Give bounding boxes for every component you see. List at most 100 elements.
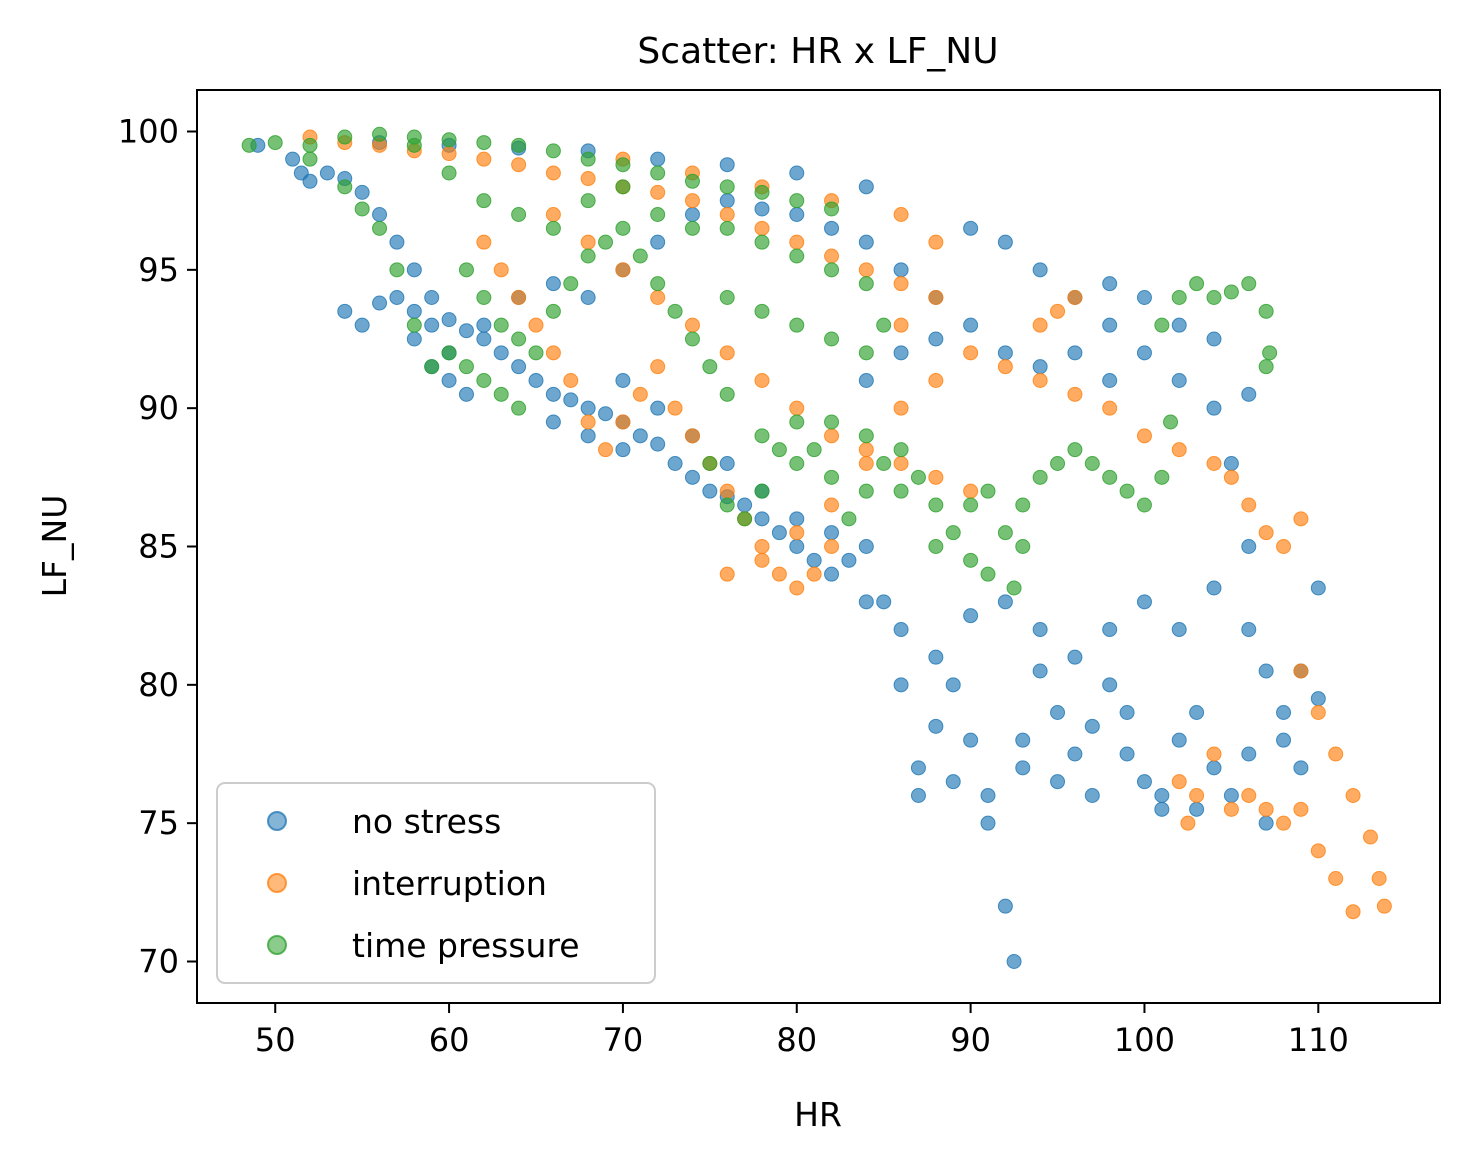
data-point-no-stress-108	[1067, 649, 1083, 665]
data-point-time-pressure-73	[1154, 469, 1170, 485]
data-point-interruption-44	[997, 359, 1013, 375]
data-point-time-pressure-57	[893, 442, 909, 458]
data-point-no-stress-43	[997, 898, 1013, 914]
data-point-time-pressure-48	[737, 511, 753, 527]
data-point-time-pressure-96	[441, 165, 457, 181]
data-point-time-pressure-60	[945, 525, 961, 541]
y-tick-label-75: 75	[138, 804, 179, 842]
y-axis-label: LF_NU	[35, 495, 74, 598]
data-point-no-stress-93	[1241, 386, 1257, 402]
data-point-no-stress-105	[963, 608, 979, 624]
data-point-interruption-28	[632, 386, 648, 402]
data-point-no-stress-138	[1171, 317, 1187, 333]
data-point-time-pressure-7	[476, 135, 492, 151]
data-point-no-stress-123	[650, 400, 666, 416]
data-point-no-stress-34	[841, 552, 857, 568]
data-point-no-stress-152	[1154, 788, 1170, 803]
data-point-no-stress-137	[1136, 290, 1152, 305]
data-point-no-stress-53	[1154, 801, 1170, 817]
data-point-interruption-82	[893, 207, 909, 222]
data-point-no-stress-39	[928, 718, 944, 734]
data-point-time-pressure-47	[719, 497, 735, 513]
data-point-no-stress-48	[1067, 746, 1083, 762]
data-point-no-stress-107	[1032, 622, 1048, 637]
data-point-no-stress-25	[684, 469, 700, 485]
data-point-time-pressure-107	[858, 428, 874, 444]
x-tick-label-80: 80	[776, 1021, 817, 1059]
data-point-time-pressure-53	[824, 469, 840, 485]
data-point-time-pressure-50	[771, 442, 787, 458]
data-point-interruption-101	[928, 290, 944, 305]
data-point-no-stress-30	[771, 525, 787, 541]
y-tick-label-85: 85	[138, 528, 179, 566]
points-layer	[241, 126, 1392, 969]
data-point-interruption-72	[1189, 788, 1205, 803]
data-point-interruption-13	[754, 220, 770, 236]
data-point-interruption-49	[1171, 442, 1187, 458]
data-point-no-stress-94	[858, 373, 874, 388]
data-point-interruption-67	[1276, 815, 1292, 831]
data-point-time-pressure-35	[545, 303, 561, 319]
data-point-no-stress-38	[910, 760, 926, 776]
data-point-no-stress-77	[719, 193, 735, 209]
data-point-interruption-11	[684, 193, 700, 209]
data-point-time-pressure-55	[858, 483, 874, 499]
legend-item-no-stress: no stress	[267, 802, 501, 841]
data-point-no-stress-42	[980, 788, 996, 803]
data-point-no-stress-145	[910, 788, 926, 803]
data-point-no-stress-35	[858, 539, 874, 554]
data-point-time-pressure-74	[1163, 414, 1179, 430]
data-point-interruption-96	[719, 566, 735, 582]
data-point-no-stress-29	[754, 511, 770, 527]
data-point-no-stress-86	[1032, 262, 1048, 278]
data-point-no-stress-132	[406, 331, 422, 347]
data-point-interruption-63	[1345, 904, 1361, 920]
data-point-no-stress-47	[1050, 705, 1066, 720]
data-point-time-pressure-91	[754, 303, 770, 319]
data-point-interruption-87	[684, 317, 700, 333]
data-point-time-pressure-15	[754, 184, 770, 200]
x-tick-label-90: 90	[950, 1021, 991, 1059]
data-point-time-pressure-4	[372, 126, 388, 142]
data-point-time-pressure-54	[841, 511, 857, 527]
data-point-no-stress-13	[476, 331, 492, 347]
data-point-interruption-21	[511, 290, 527, 305]
data-point-no-stress-139	[1206, 331, 1222, 347]
data-point-interruption-45	[1032, 373, 1048, 388]
data-point-time-pressure-93	[824, 331, 840, 347]
data-point-time-pressure-19	[337, 179, 353, 195]
data-point-interruption-90	[789, 400, 805, 416]
data-point-interruption-40	[858, 456, 874, 471]
data-point-no-stress-96	[928, 331, 944, 347]
data-point-time-pressure-81	[1258, 303, 1274, 319]
data-point-time-pressure-3	[337, 129, 353, 145]
data-point-time-pressure-71	[1119, 483, 1135, 499]
data-point-time-pressure-102	[650, 207, 666, 222]
data-point-no-stress-84	[963, 220, 979, 236]
data-point-time-pressure-36	[563, 276, 579, 292]
data-point-time-pressure-16	[789, 193, 805, 209]
data-point-no-stress-62	[1310, 580, 1326, 596]
data-point-no-stress-7	[372, 207, 388, 222]
data-point-no-stress-60	[1276, 705, 1292, 720]
data-point-time-pressure-104	[754, 428, 770, 444]
data-point-interruption-33	[719, 483, 735, 499]
data-point-interruption-36	[771, 566, 787, 582]
data-point-no-stress-128	[824, 525, 840, 541]
data-point-no-stress-99	[1032, 359, 1048, 375]
data-point-interruption-85	[615, 262, 631, 278]
data-point-no-stress-3	[302, 173, 318, 189]
data-point-interruption-69	[1241, 788, 1257, 803]
data-point-time-pressure-40	[632, 248, 648, 264]
data-point-interruption-24	[563, 373, 579, 388]
data-point-no-stress-24	[667, 456, 683, 471]
data-point-interruption-18	[928, 234, 944, 250]
data-point-interruption-53	[1258, 525, 1274, 541]
data-point-no-stress-28	[737, 497, 753, 513]
data-point-no-stress-54	[1171, 732, 1187, 748]
data-point-time-pressure-45	[719, 386, 735, 402]
data-point-no-stress-19	[580, 400, 596, 416]
data-point-time-pressure-89	[876, 317, 892, 333]
data-point-no-stress-33	[824, 566, 840, 582]
data-point-no-stress-66	[389, 290, 405, 305]
